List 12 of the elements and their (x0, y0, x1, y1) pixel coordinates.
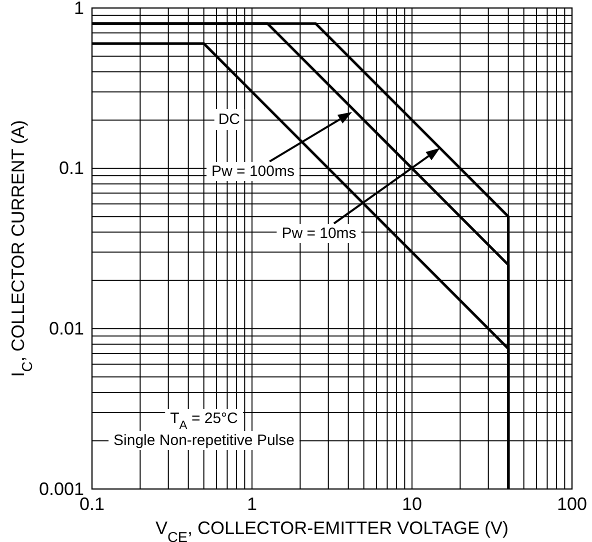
annotation: Pw = 10ms (282, 224, 356, 242)
y-tick-label: 0.1 (58, 158, 84, 178)
x-tick-label: 1 (246, 494, 258, 514)
annotation: Pw = 100ms (212, 162, 294, 180)
x-axis-title: V$_{CE}$, COLLECTOR-EMITTER VOLTAGE (V) (155, 518, 509, 542)
annotation: Single Non-repetitive Pulse (114, 432, 294, 449)
x-tick-label: 100 (556, 494, 588, 514)
annotation: DC (218, 111, 240, 128)
y-tick-label: 1 (74, 0, 84, 18)
x-tick-label: 10 (402, 494, 422, 514)
y-tick-label: 0.01 (48, 318, 84, 338)
annotation: T$_{A}$ = 25°C (170, 410, 238, 432)
